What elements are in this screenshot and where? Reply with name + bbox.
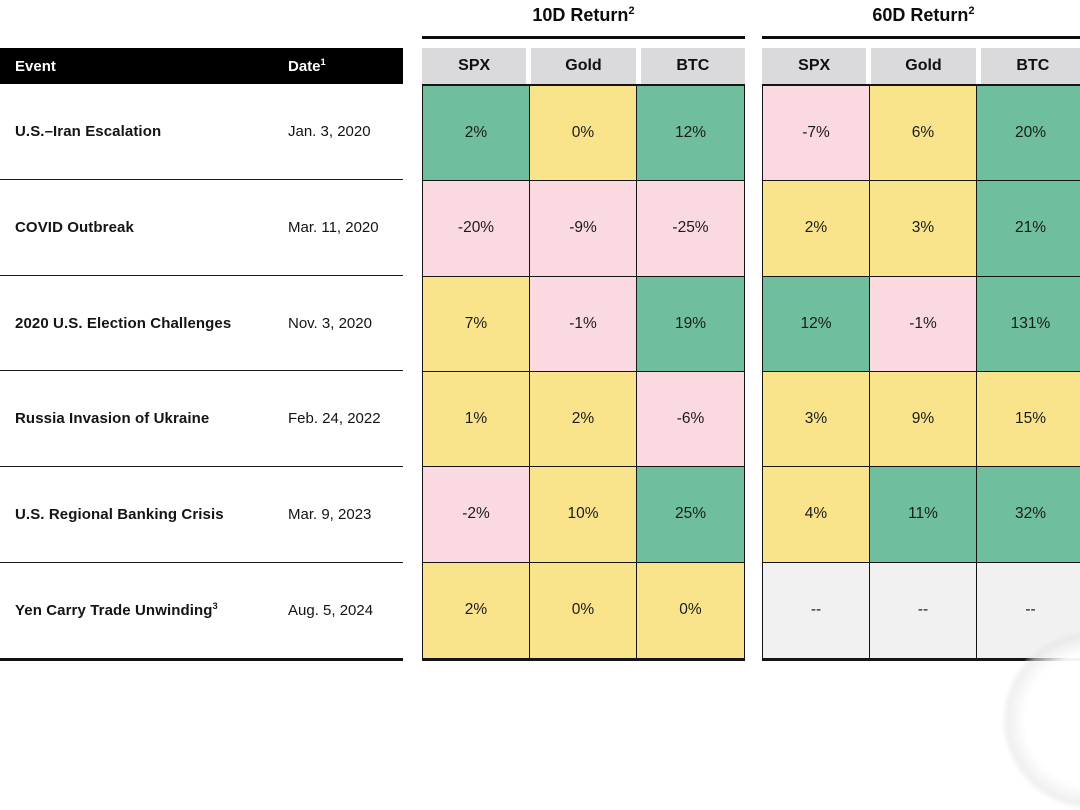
event-label: COVID Outbreak	[15, 218, 134, 236]
return-cell-10d-spx: 7%	[423, 276, 530, 372]
grid-60d-return: -7% 6% 20% 2% 3% 21% 12% -1% 131% 3% 9% …	[762, 84, 1080, 661]
event-row-banking-crisis: U.S. Regional Banking Crisis Mar. 9, 202…	[0, 467, 403, 564]
event-label: Russia Invasion of Ukraine	[15, 410, 210, 428]
column-headers-10d: SPX Gold BTC	[422, 48, 745, 84]
event-row-us-iran: U.S.–Iran Escalation Jan. 3, 2020	[0, 84, 403, 180]
return-cell-60d-gold: -1%	[870, 276, 977, 372]
return-cell-60d-spx: 4%	[763, 467, 870, 563]
return-cell-60d-spx: 3%	[763, 372, 870, 468]
return-cell-60d-gold: 9%	[870, 372, 977, 468]
event-date: Mar. 9, 2023	[288, 506, 372, 524]
event-date: Nov. 3, 2020	[288, 314, 372, 332]
return-cell-10d-gold: 0%	[530, 86, 637, 182]
return-cell-60d-btc: 21%	[977, 181, 1080, 277]
return-cell-60d-btc: --	[977, 562, 1080, 658]
date-footnote-marker: 1	[320, 56, 326, 67]
return-cell-60d-btc: 15%	[977, 372, 1080, 468]
event-row-covid: COVID Outbreak Mar. 11, 2020	[0, 180, 403, 276]
return-cell-10d-spx: 1%	[423, 372, 530, 468]
date-column-header: Date1	[288, 56, 326, 75]
title-rule	[762, 36, 1080, 39]
column-header-btc: BTC	[980, 48, 1080, 84]
event-date: Feb. 24, 2022	[288, 410, 381, 428]
return-cell-60d-btc: 32%	[977, 467, 1080, 563]
event-label: U.S. Regional Banking Crisis	[15, 506, 224, 524]
column-headers-60d: SPX Gold BTC	[762, 48, 1080, 84]
section-title-60d: 60D Return2	[872, 5, 975, 25]
return-cell-60d-btc: 131%	[977, 276, 1080, 372]
event-date: Jan. 3, 2020	[288, 122, 371, 140]
section-title-10d: 10D Return2	[532, 5, 635, 25]
event-label: 2020 U.S. Election Challenges	[15, 314, 232, 332]
return-cell-10d-btc: 0%	[637, 562, 744, 658]
return-cell-60d-spx: 2%	[763, 181, 870, 277]
event-date-table: Event Date1 U.S.–Iran Escalation Jan. 3,…	[0, 48, 403, 661]
return-cell-60d-btc: 20%	[977, 86, 1080, 182]
return-cell-10d-btc: -25%	[637, 181, 744, 277]
event-row-yen-carry: Yen Carry Trade Unwinding3 Aug. 5, 2024	[0, 563, 403, 661]
footnote-marker: 2	[628, 5, 635, 17]
title-rule	[422, 36, 745, 39]
return-cell-60d-gold: 11%	[870, 467, 977, 563]
event-date: Mar. 11, 2020	[288, 218, 379, 236]
return-cell-10d-btc: 25%	[637, 467, 744, 563]
event-column-header: Event	[15, 57, 56, 75]
column-header-spx: SPX	[762, 48, 867, 84]
grid-10d-return: 2% 0% 12% -20% -9% -25% 7% -1% 19% 1% 2%…	[422, 84, 745, 661]
return-cell-10d-gold: 2%	[530, 372, 637, 468]
section-60d-return: 60D Return2 SPX Gold BTC -7% 6% 20% 2% 3…	[762, 0, 1080, 667]
return-cell-60d-spx: --	[763, 562, 870, 658]
return-cell-10d-btc: 19%	[637, 276, 744, 372]
column-header-gold: Gold	[531, 48, 636, 84]
event-date: Aug. 5, 2024	[288, 602, 374, 620]
return-cell-10d-gold: 10%	[530, 467, 637, 563]
column-header-gold: Gold	[871, 48, 976, 84]
return-cell-60d-gold: 3%	[870, 181, 977, 277]
event-row-election: 2020 U.S. Election Challenges Nov. 3, 20…	[0, 276, 403, 372]
return-cell-10d-gold: 0%	[530, 562, 637, 658]
return-cell-10d-gold: -1%	[530, 276, 637, 372]
footnote-marker: 2	[968, 5, 975, 17]
return-cell-60d-spx: 12%	[763, 276, 870, 372]
column-header-spx: SPX	[422, 48, 527, 84]
column-header-btc: BTC	[640, 48, 745, 84]
return-cell-60d-spx: -7%	[763, 86, 870, 182]
return-cell-10d-btc: -6%	[637, 372, 744, 468]
return-cell-10d-spx: -2%	[423, 467, 530, 563]
return-cell-60d-gold: 6%	[870, 86, 977, 182]
return-cell-10d-spx: 2%	[423, 86, 530, 182]
date-column-header-label: Date	[288, 57, 321, 75]
section-10d-return: 10D Return2 SPX Gold BTC 2% 0% 12% -20% …	[422, 0, 745, 667]
event-label: U.S.–Iran Escalation	[15, 122, 162, 140]
return-cell-10d-spx: 2%	[423, 562, 530, 658]
event-table-header: Event Date1	[0, 48, 403, 84]
return-cell-60d-gold: --	[870, 562, 977, 658]
event-table-body: U.S.–Iran Escalation Jan. 3, 2020 COVID …	[0, 84, 403, 661]
event-label: Yen Carry Trade Unwinding3	[15, 601, 218, 620]
return-cell-10d-gold: -9%	[530, 181, 637, 277]
event-row-ukraine: Russia Invasion of Ukraine Feb. 24, 2022	[0, 371, 403, 468]
return-cell-10d-btc: 12%	[637, 86, 744, 182]
return-cell-10d-spx: -20%	[423, 181, 530, 277]
